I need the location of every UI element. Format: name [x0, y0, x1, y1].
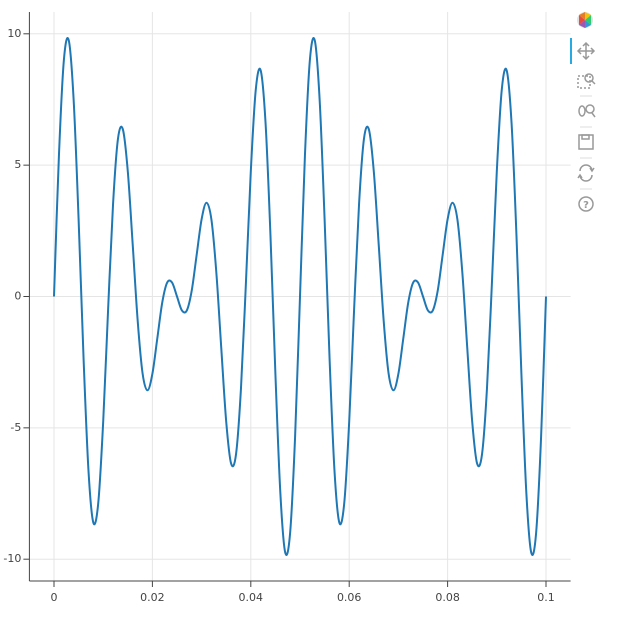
reset-tool[interactable]	[577, 164, 595, 182]
y-tick-label: -5	[10, 421, 21, 434]
x-tick-label: 0.1	[537, 591, 555, 604]
bokeh-logo[interactable]	[577, 12, 593, 28]
save-tool[interactable]	[578, 134, 594, 150]
svg-text:?: ?	[583, 200, 589, 211]
x-tick-label: 0.04	[239, 591, 264, 604]
x-tick-label: 0	[51, 591, 58, 604]
y-tick-label: 10	[7, 27, 21, 40]
y-tick-label: 0	[14, 290, 21, 303]
box-zoom-tool[interactable]	[577, 73, 596, 89]
line-series	[53, 37, 547, 556]
active-indicator	[570, 38, 572, 64]
y-tick-label: -10	[3, 552, 21, 565]
x-tick-label: 0.06	[337, 591, 362, 604]
help-tool[interactable]: ?	[578, 196, 594, 212]
x-tick-label: 0.02	[140, 591, 165, 604]
x-tick-label: 0.08	[435, 591, 460, 604]
toolbar: ?	[570, 12, 596, 212]
wheel-zoom-tool[interactable]	[578, 104, 596, 118]
y-tick-label: 5	[14, 158, 21, 171]
pan-tool[interactable]	[576, 41, 596, 61]
